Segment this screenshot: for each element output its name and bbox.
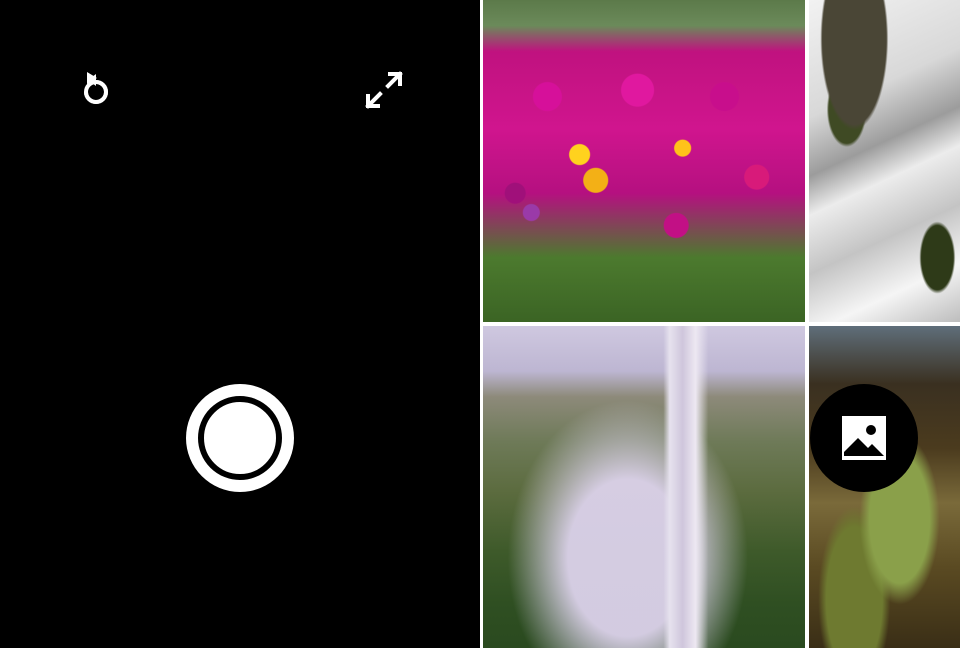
- gallery-grid: [480, 0, 960, 648]
- switch-camera-button[interactable]: [64, 58, 128, 122]
- fullscreen-button[interactable]: [352, 58, 416, 122]
- shutter-icon: [198, 396, 282, 480]
- gallery-image-icon: [842, 416, 886, 460]
- shutter-button[interactable]: [186, 384, 294, 492]
- gallery-thumbnail-waterfall[interactable]: [483, 326, 805, 648]
- gallery-thumbnail-stream[interactable]: [809, 0, 960, 322]
- camera-viewfinder: [64, 58, 416, 492]
- open-gallery-button[interactable]: [810, 384, 918, 492]
- gallery-thumbnail-flowers[interactable]: [483, 0, 805, 322]
- switch-camera-icon: [84, 72, 108, 104]
- fullscreen-icon: [365, 71, 403, 109]
